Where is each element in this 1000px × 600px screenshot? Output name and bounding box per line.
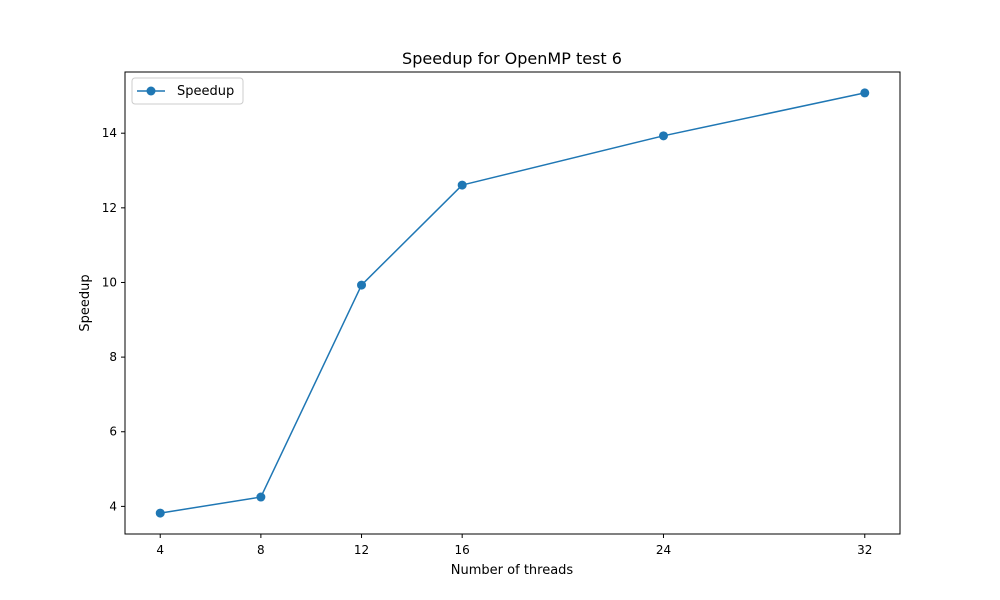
y-tick-label: 12: [102, 201, 117, 215]
plot-frame: [124, 71, 901, 535]
data-point-marker: [357, 280, 367, 290]
chart-title: Speedup for OpenMP test 6: [402, 49, 622, 68]
x-tick-label: 12: [354, 543, 369, 557]
x-tick-label: 32: [857, 543, 872, 557]
x-tick-label: 16: [455, 543, 470, 557]
data-point-marker: [658, 131, 668, 141]
legend-marker-sample: [146, 86, 156, 96]
data-point-marker: [457, 180, 467, 190]
series-line-speedup: [159, 92, 866, 514]
x-tick-label: 4: [156, 543, 164, 557]
data-point-marker: [860, 88, 870, 98]
y-tick-label: 10: [102, 275, 117, 289]
y-tick-label: 14: [102, 126, 117, 140]
x-tick-label: 24: [656, 543, 671, 557]
legend-label-speedup: Speedup: [177, 84, 234, 99]
plot-area: 4 8 12 16 24 32 4 6 8 10 12 14: [102, 71, 901, 557]
y-tick-label: 6: [109, 425, 117, 439]
data-point-marker: [256, 492, 266, 502]
y-axis-label: Speedup: [78, 274, 93, 331]
legend-box: [131, 77, 244, 105]
legend: Speedup: [131, 77, 244, 105]
data-point-marker: [155, 508, 165, 518]
y-tick-label: 4: [109, 499, 117, 513]
y-tick-label: 8: [109, 350, 117, 364]
x-tick-label: 8: [257, 543, 265, 557]
x-axis-label: Number of threads: [451, 563, 574, 578]
